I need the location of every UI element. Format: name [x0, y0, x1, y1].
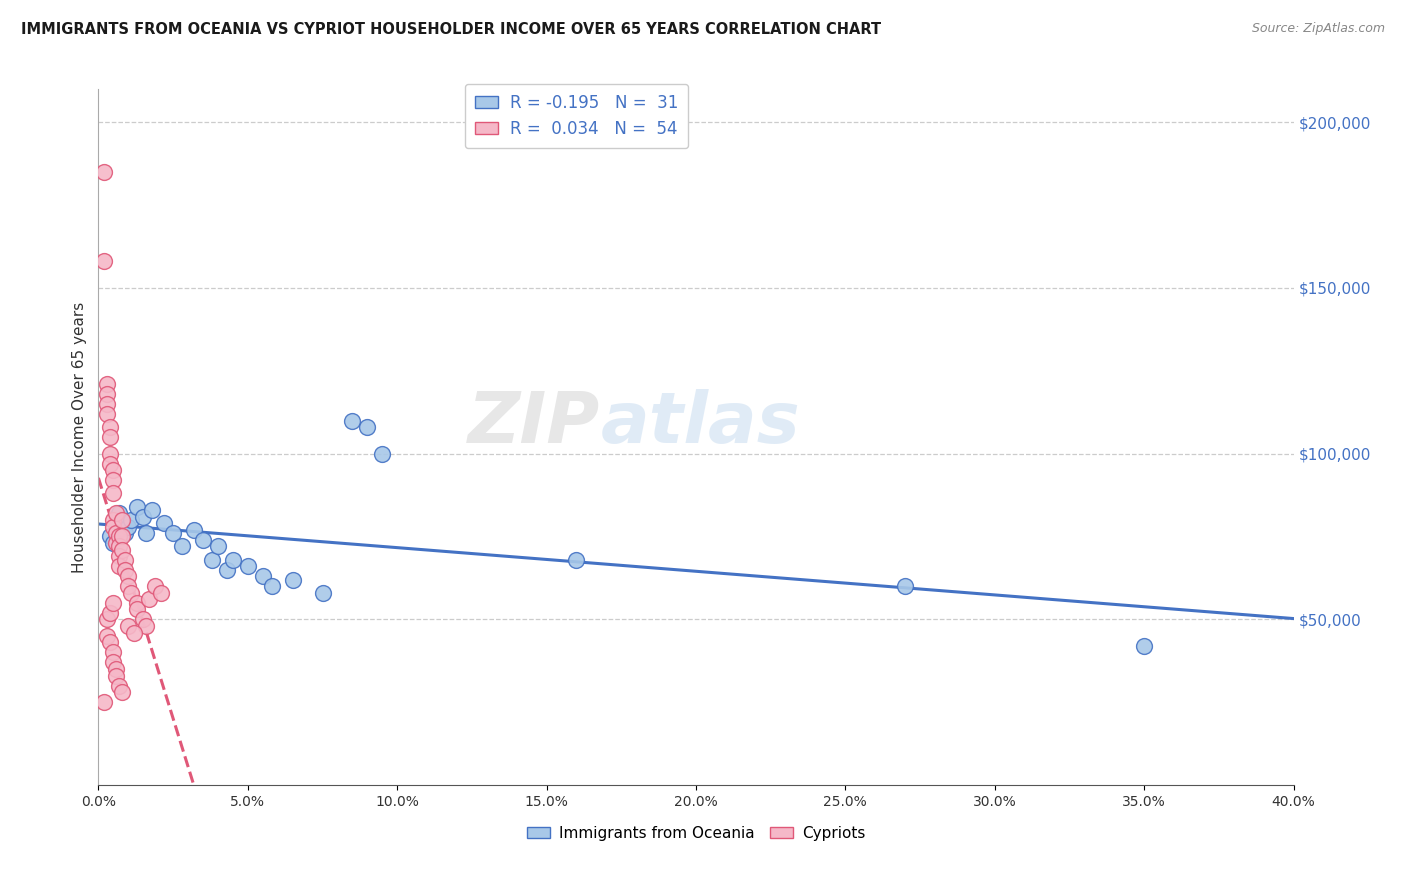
Point [108, 679, 131, 693]
Point [105, 526, 128, 541]
Point [111, 542, 134, 557]
Text: IMMIGRANTS FROM OCEANIA VS CYPRIOT HOUSEHOLDER INCOME OVER 65 YEARS CORRELATION : IMMIGRANTS FROM OCEANIA VS CYPRIOT HOUSE… [21, 22, 882, 37]
Point [103, 656, 125, 670]
Point [114, 552, 136, 566]
Point [96, 387, 118, 401]
Point [108, 559, 131, 574]
Point [141, 503, 163, 517]
Point [108, 540, 131, 554]
Point [108, 529, 131, 543]
Point [127, 602, 149, 616]
Point [98, 529, 122, 543]
Point [135, 526, 157, 541]
Point [105, 662, 128, 676]
Point [150, 586, 173, 600]
Text: atlas: atlas [600, 389, 800, 458]
Point [98, 606, 122, 620]
Point [132, 509, 155, 524]
Point [356, 420, 378, 434]
Point [342, 413, 364, 427]
Point [93, 165, 115, 179]
Point [93, 695, 115, 709]
Y-axis label: Householder Income Over 65 years: Householder Income Over 65 years [72, 301, 87, 573]
Point [120, 513, 142, 527]
Point [252, 569, 274, 583]
Point [114, 526, 136, 541]
Point [117, 619, 139, 633]
Point [114, 563, 136, 577]
Point [98, 420, 122, 434]
Point [111, 513, 134, 527]
Point [117, 569, 139, 583]
Point [124, 625, 146, 640]
Point [260, 579, 283, 593]
Point [143, 579, 166, 593]
Point [201, 552, 224, 566]
Point [98, 447, 122, 461]
Point [135, 619, 157, 633]
Text: Source: ZipAtlas.com: Source: ZipAtlas.com [1251, 22, 1385, 36]
Point [111, 685, 134, 699]
Point [111, 529, 134, 543]
Point [103, 596, 125, 610]
Point [120, 586, 142, 600]
Point [172, 540, 194, 554]
Point [98, 457, 122, 471]
Point [103, 645, 125, 659]
Point [894, 579, 917, 593]
Point [108, 549, 131, 564]
Point [103, 463, 125, 477]
Point [127, 500, 149, 514]
Point [103, 513, 125, 527]
Text: ZIP: ZIP [468, 389, 600, 458]
Point [236, 559, 259, 574]
Point [117, 519, 139, 533]
Point [117, 579, 139, 593]
Point [96, 377, 118, 392]
Point [371, 447, 394, 461]
Point [96, 629, 118, 643]
Point [105, 506, 128, 520]
Point [103, 536, 125, 550]
Point [103, 473, 125, 487]
Point [103, 486, 125, 500]
Point [215, 563, 238, 577]
Point [98, 635, 122, 649]
Legend: Immigrants from Oceania, Cypriots: Immigrants from Oceania, Cypriots [520, 820, 872, 847]
Point [311, 586, 333, 600]
Point [191, 533, 214, 547]
Point [153, 516, 176, 531]
Point [108, 506, 131, 520]
Point [162, 526, 184, 541]
Point [105, 668, 128, 682]
Point [111, 516, 134, 531]
Point [96, 612, 118, 626]
Point [96, 397, 118, 411]
Point [1133, 639, 1156, 653]
Point [281, 573, 304, 587]
Point [183, 523, 205, 537]
Point [132, 612, 155, 626]
Point [138, 592, 160, 607]
Point [222, 552, 245, 566]
Point [103, 519, 125, 533]
Point [98, 430, 122, 444]
Point [207, 540, 229, 554]
Point [105, 536, 128, 550]
Point [96, 407, 118, 421]
Point [127, 596, 149, 610]
Point [565, 552, 588, 566]
Point [93, 254, 115, 268]
